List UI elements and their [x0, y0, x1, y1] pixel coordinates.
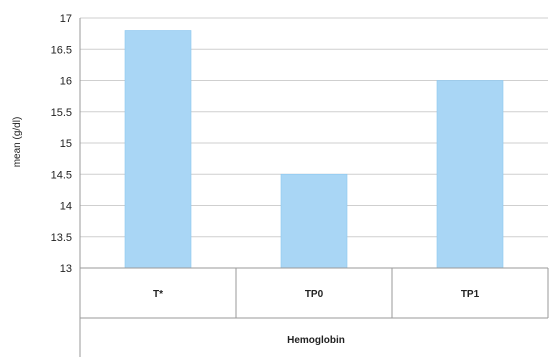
y-axis-title: mean (g/dl) — [12, 117, 23, 168]
y-tick-label: 15 — [60, 138, 72, 150]
y-tick-label: 16.5 — [51, 44, 72, 56]
bar-tp0 — [280, 173, 348, 269]
group-label: Hemoglobin — [287, 335, 345, 346]
y-tick-labels: 13 13.5 14 14.5 15 15.5 16 16.5 17 — [51, 13, 72, 275]
bar-t — [124, 30, 192, 269]
axes — [79, 18, 549, 357]
category-labels: T* TP0 TP1 — [153, 289, 480, 300]
y-tick-label: 17 — [60, 13, 72, 25]
x-tick-label: TP0 — [305, 289, 324, 300]
y-tick-label: 15.5 — [51, 107, 72, 119]
bars — [124, 30, 504, 269]
bar-tp1 — [436, 80, 504, 269]
x-tick-label: TP1 — [461, 289, 480, 300]
y-tick-label: 13.5 — [51, 232, 72, 244]
y-tick-label: 16 — [60, 76, 72, 88]
y-tick-label: 14 — [60, 201, 72, 213]
y-tick-label: 14.5 — [51, 169, 72, 181]
x-tick-label: T* — [153, 289, 163, 300]
y-tick-label: 13 — [60, 263, 72, 275]
